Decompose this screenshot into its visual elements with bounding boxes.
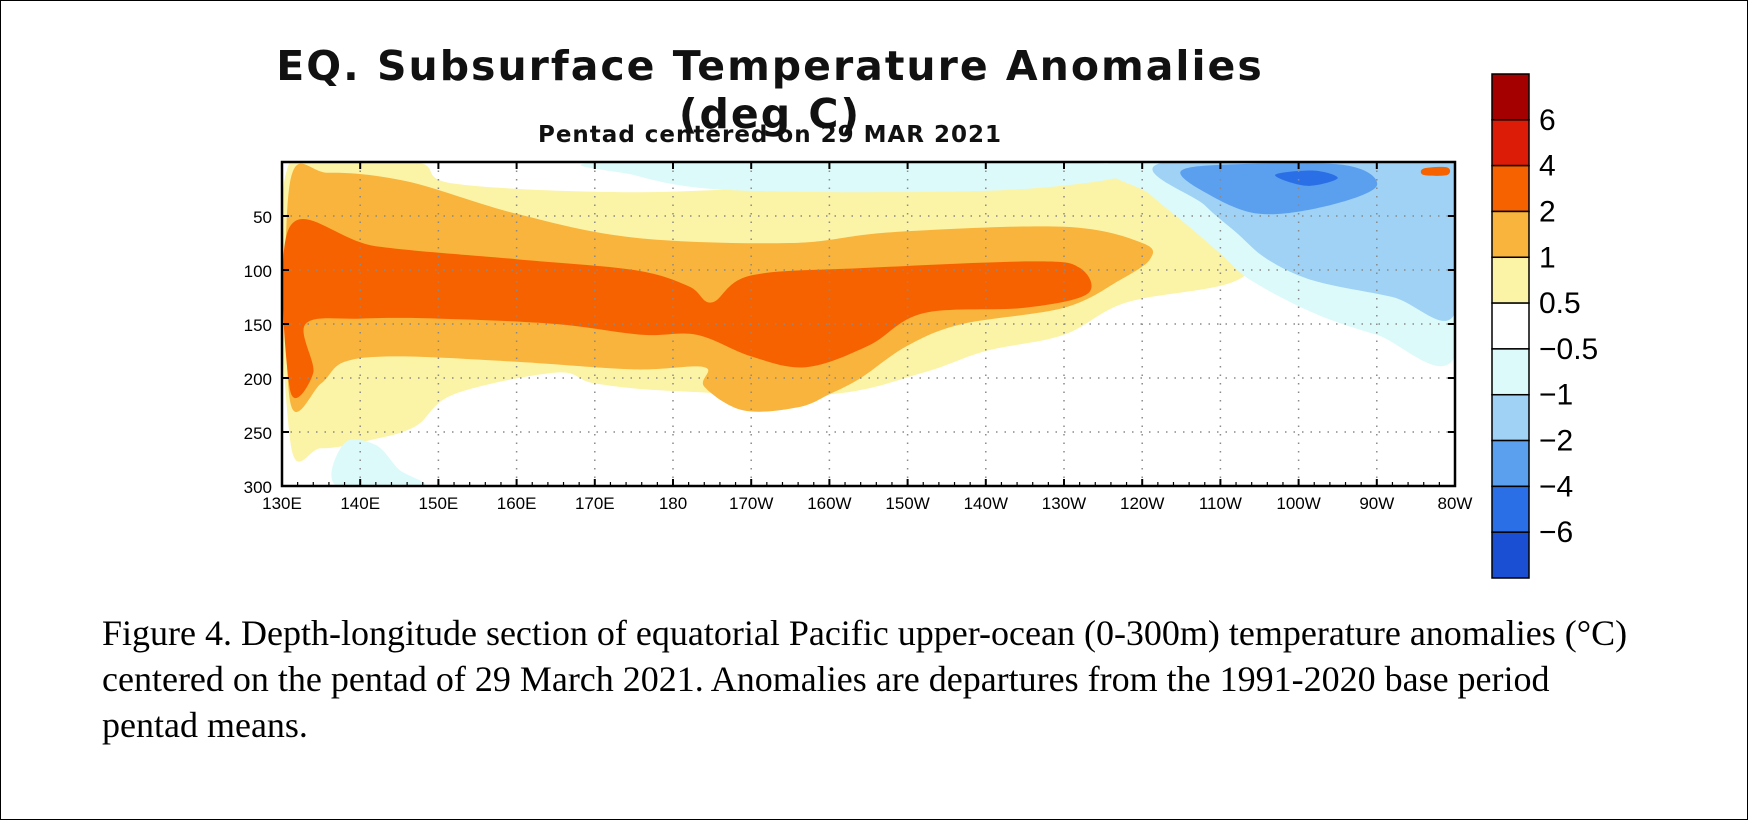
anomaly-region-2	[282, 219, 1092, 399]
colorbar-label: 1	[1539, 241, 1556, 274]
chart-subtitle: Pentad centered on 29 MAR 2021	[537, 122, 1003, 148]
x-tick-label: 110W	[1199, 494, 1242, 513]
anomaly-region-9	[1420, 166, 1451, 176]
y-tick-label: 300	[244, 478, 272, 497]
x-tick-label: 160E	[497, 494, 537, 513]
x-tick-label: 140E	[340, 494, 380, 513]
x-tick-label: 150E	[419, 494, 459, 513]
colorbar-swatch	[1491, 485, 1530, 533]
x-tick-label: 100W	[1276, 494, 1320, 513]
colorbar-label: 4	[1539, 150, 1556, 183]
x-tick-label: 150W	[885, 494, 929, 513]
x-tick-label: 130E	[262, 494, 302, 513]
colorbar-swatch	[1491, 439, 1530, 488]
anomaly-region-8	[1275, 170, 1338, 186]
anomaly-region-1	[285, 163, 1154, 413]
x-tick-label: 140W	[964, 494, 1008, 513]
x-tick-label: 120W	[1120, 494, 1164, 513]
colorbar-label: −6	[1539, 516, 1573, 549]
x-tick-label: 80W	[1438, 494, 1473, 513]
y-tick-label: 100	[244, 262, 272, 281]
y-tick-label: 250	[244, 424, 272, 443]
colorbar-swatch	[1491, 119, 1530, 167]
colorbar-label: 0.5	[1539, 287, 1581, 320]
colorbar-label: 2	[1539, 195, 1556, 228]
colorbar-label: 6	[1539, 104, 1556, 137]
x-tick-label: 90W	[1359, 494, 1394, 513]
anomaly-region-4	[331, 439, 426, 486]
colorbar-label: −1	[1539, 379, 1573, 412]
colorbar-swatch	[1491, 164, 1530, 213]
colorbar-label: −0.5	[1539, 333, 1598, 366]
colorbar-label: −2	[1539, 425, 1573, 458]
anomaly-region-3	[580, 162, 1133, 193]
colorbar-swatch	[1491, 73, 1530, 121]
y-tick-label: 50	[253, 208, 272, 227]
colorbar-label: −4	[1539, 470, 1573, 503]
x-tick-label: 170W	[729, 494, 773, 513]
colorbar-swatch	[1491, 393, 1530, 442]
chart-title: EQ. Subsurface Temperature Anomalies (de…	[276, 42, 1264, 138]
colorbar-swatch	[1491, 302, 1530, 350]
colorbar-swatch	[1491, 348, 1530, 396]
y-tick-label: 200	[244, 370, 272, 389]
figure-caption: Figure 4. Depth-longitude section of equ…	[102, 613, 1628, 745]
colorbar-swatch	[1491, 210, 1530, 259]
y-tick-label: 150	[244, 316, 272, 335]
x-tick-label: 170E	[575, 494, 615, 513]
colorbar-swatch	[1491, 531, 1530, 579]
x-tick-label: 180	[659, 494, 687, 513]
colorbar-swatch	[1491, 256, 1530, 304]
x-tick-label: 160W	[807, 494, 851, 513]
x-tick-label: 130W	[1042, 494, 1086, 513]
colorbar: 6 4 2 1 0.5 −0.5 −1 −2 −4 −6	[1491, 73, 1598, 579]
plot-area	[282, 162, 1455, 486]
